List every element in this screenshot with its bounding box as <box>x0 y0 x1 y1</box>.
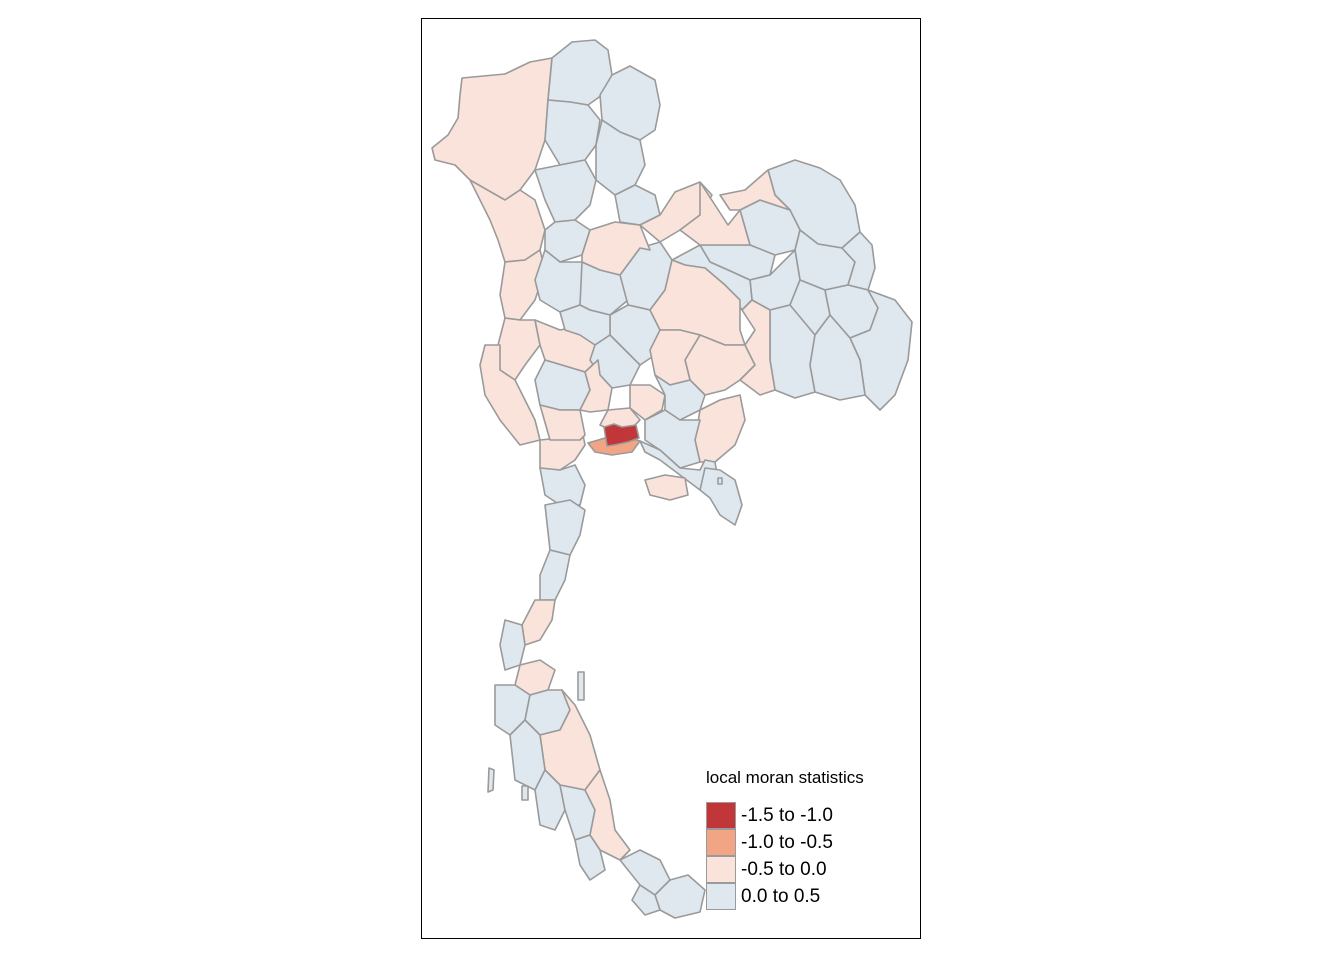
province-polygon <box>544 219 591 263</box>
province-polygon <box>581 221 651 276</box>
province-polygon <box>631 884 661 916</box>
legend-swatch <box>706 802 736 829</box>
province-polygon <box>679 181 751 246</box>
province-polygon <box>574 834 606 881</box>
legend: local moran statistics -1.5 to -1.0 -1.0… <box>706 768 864 910</box>
legend-item-neg-0.5-to-0.0: -0.5 to 0.0 <box>706 856 864 883</box>
province-polygon <box>654 874 706 919</box>
province-polygon <box>603 423 640 447</box>
province-polygon <box>497 317 541 381</box>
island-polygon <box>577 671 585 701</box>
province-polygons <box>431 39 913 919</box>
province-polygon <box>739 299 776 396</box>
legend-swatch <box>706 856 736 883</box>
province-polygon <box>644 409 701 469</box>
legend-item-0.0-to-0.5: 0.0 to 0.5 <box>706 883 864 910</box>
province-polygon <box>719 169 791 211</box>
province-polygon <box>629 384 666 421</box>
island-polygon <box>487 767 495 793</box>
province-polygon <box>521 599 556 646</box>
legend-label: 0.0 to 0.5 <box>741 885 821 907</box>
province-polygon <box>599 65 661 141</box>
province-polygon <box>539 464 586 506</box>
province-polygon <box>499 619 526 671</box>
province-polygon <box>809 314 866 401</box>
legend-label: -1.0 to -0.5 <box>741 831 833 853</box>
legend-label: -0.5 to 0.0 <box>741 858 827 880</box>
province-polygon <box>639 181 713 243</box>
province-polygon <box>841 231 876 291</box>
island-polygon <box>717 477 723 485</box>
province-polygon <box>431 57 553 201</box>
province-polygon <box>499 249 546 321</box>
province-polygon <box>534 159 597 223</box>
province-polygon <box>544 99 601 166</box>
legend-title: local moran statistics <box>706 768 864 787</box>
province-polygon <box>694 394 746 463</box>
province-polygon <box>539 549 571 601</box>
island-polygon <box>521 785 529 801</box>
legend-item-neg-1.0-to-neg-0.5: -1.0 to -0.5 <box>706 829 864 856</box>
legend-swatch <box>706 829 736 856</box>
province-polygon <box>544 499 586 556</box>
legend-swatch <box>706 883 736 910</box>
legend-item-neg-1.5-to-neg-1.0: -1.5 to -1.0 <box>706 802 864 829</box>
province-polygon <box>849 289 913 411</box>
legend-label: -1.5 to -1.0 <box>741 804 833 826</box>
province-polygon <box>539 404 586 441</box>
province-polygon <box>584 769 631 861</box>
province-polygon <box>699 467 743 526</box>
province-polygon <box>644 474 689 501</box>
